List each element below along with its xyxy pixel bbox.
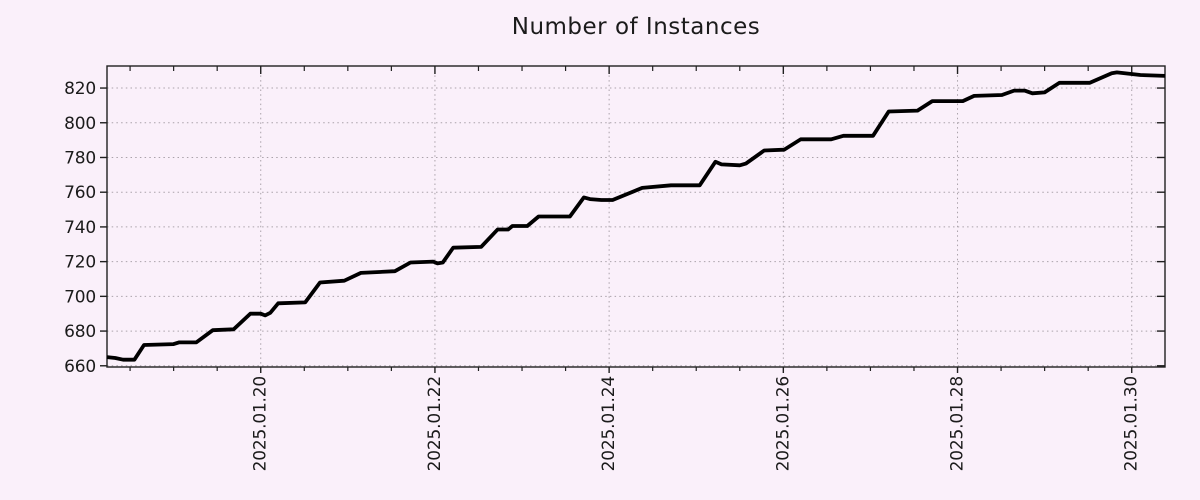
y-tick-label: 700 <box>64 287 96 307</box>
y-tick-label: 760 <box>64 183 96 203</box>
y-tick-label: 720 <box>64 253 96 273</box>
x-tick-label: 2025.01.30 <box>1122 376 1142 471</box>
y-tick-label: 780 <box>64 148 96 168</box>
x-tick-label: 2025.01.22 <box>425 376 445 471</box>
y-tick-label: 820 <box>64 79 96 99</box>
y-tick-label: 800 <box>64 114 96 134</box>
x-tick-label: 2025.01.20 <box>251 376 271 471</box>
y-tick-label: 680 <box>64 322 96 342</box>
chart-title: Number of Instances <box>511 14 761 40</box>
x-tick-label: 2025.01.28 <box>948 376 968 471</box>
y-tick-label: 660 <box>64 357 96 377</box>
x-tick-label: 2025.01.24 <box>599 376 619 471</box>
data-series-line <box>106 70 1166 362</box>
x-tick-label: 2025.01.26 <box>773 376 793 471</box>
plot-border <box>106 65 1166 368</box>
y-tick-label: 740 <box>64 218 96 238</box>
